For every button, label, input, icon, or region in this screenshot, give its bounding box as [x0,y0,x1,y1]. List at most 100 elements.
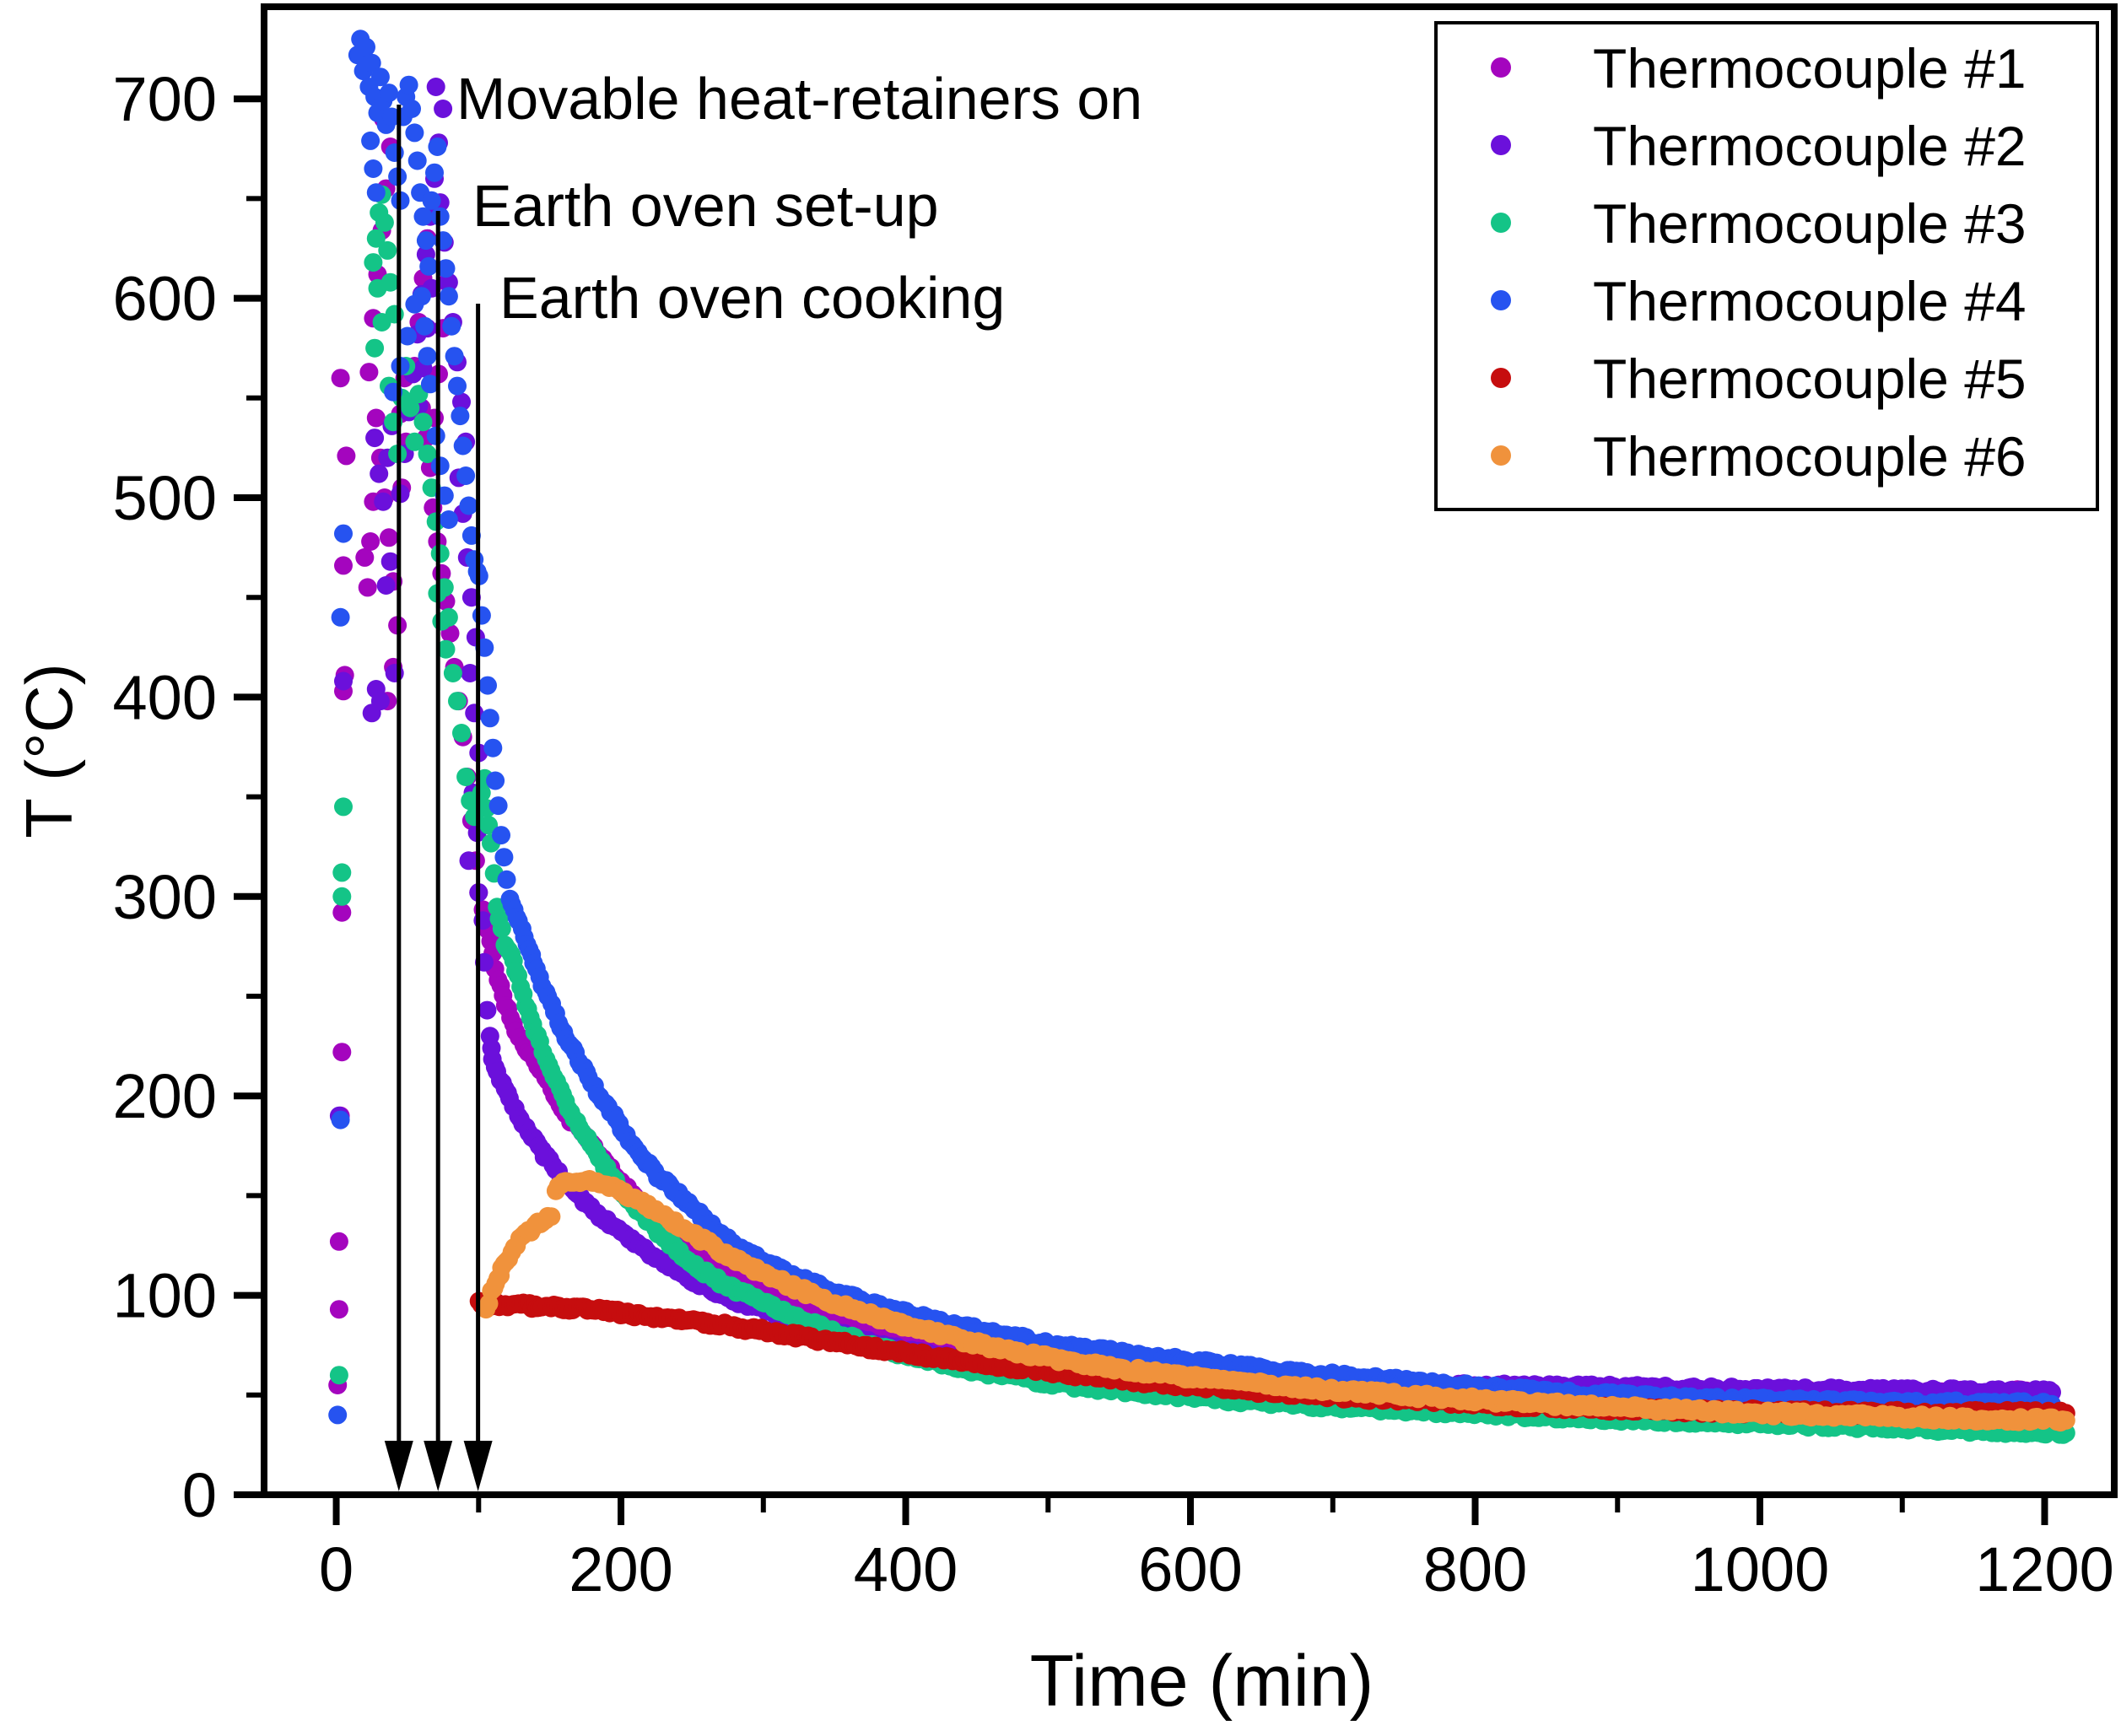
legend-label-thermocouple-5: Thermocouple #5 [1593,348,2027,410]
data-point [397,326,417,346]
data-point [402,100,421,118]
data-point [434,100,453,118]
legend-marker-thermocouple-5 [1491,368,1511,388]
data-point [478,1000,497,1020]
annotation-arrowhead-icon [424,1441,453,1491]
data-point [331,607,350,627]
data-point [331,1110,350,1129]
data-point [385,664,404,682]
legend-marker-thermocouple-4 [1491,290,1511,310]
legend-label-thermocouple-6: Thermocouple #6 [1593,425,2027,488]
data-point [332,903,352,922]
x-tick-label: 600 [1138,1534,1242,1604]
data-point [365,338,385,358]
data-point [451,407,470,426]
data-point [329,1300,348,1319]
data-point [419,256,439,276]
series-thermocouple-6 [477,1170,2075,1432]
y-tick-label: 300 [113,862,217,932]
data-point [399,75,418,94]
x-tick-label: 800 [1423,1534,1527,1604]
data-point [439,287,458,306]
data-point [370,67,390,87]
legend-label-thermocouple-4: Thermocouple #4 [1593,270,2027,332]
y-tick-label: 0 [182,1460,217,1530]
legend-entry-thermocouple-1: Thermocouple #1 [1491,37,2027,100]
data-point [365,429,385,448]
data-point [355,547,375,567]
data-point [452,392,471,412]
annotation-label: Earth oven set-up [472,173,939,239]
data-point [456,768,476,786]
data-point [359,363,379,382]
data-point [426,426,445,445]
x-axis-title: Time (min) [1030,1641,1374,1722]
data-point [461,664,480,682]
data-point [334,556,353,575]
annotation-label: Earth oven cooking [499,265,1005,331]
data-point [332,863,352,882]
data-point [385,143,404,162]
data-point [364,159,383,178]
y-tick-label: 100 [113,1261,217,1331]
data-point [452,724,471,742]
data-point [418,445,437,463]
data-point [492,919,511,938]
data-point [480,709,499,728]
data-point [488,796,508,816]
data-point [401,398,420,418]
annotation-oven-setup: Earth oven set-up [424,173,939,1491]
data-point [459,851,478,871]
data-point [329,1366,348,1385]
data-point [442,316,461,336]
data-point [358,578,377,597]
data-point [459,496,478,515]
data-point [374,492,393,511]
data-point [436,639,456,659]
data-point [407,151,427,170]
data-point [385,305,404,324]
data-point [497,870,516,889]
data-point [370,692,390,711]
data-point [334,671,353,691]
annotation-oven-cooking: Earth oven cooking [463,265,1005,1491]
data-point [370,464,389,483]
data-point [492,826,510,845]
legend-label-thermocouple-3: Thermocouple #3 [1593,192,2027,255]
data-point [422,191,441,210]
data-point [2056,1410,2075,1430]
data-point [361,532,380,551]
data-point [416,231,435,251]
data-point [366,229,386,248]
data-point [443,664,462,682]
data-point [465,704,484,723]
y-tick-label: 600 [113,264,217,334]
legend-entry-thermocouple-6: Thermocouple #6 [1491,425,2027,488]
data-point [486,771,505,790]
y-tick-label: 200 [113,1061,217,1131]
data-point [432,612,451,631]
data-point [478,676,497,695]
x-tick-label: 0 [319,1534,354,1604]
x-tick-label: 200 [569,1534,672,1604]
data-point [332,1043,352,1062]
data-point [332,887,352,906]
axis-tick-labels: 0 200 400 600 800 1000 1200 0 100 200 300 400 500 600… [113,64,2114,1604]
data-point [328,1405,348,1425]
x-tick-label: 1200 [1975,1534,2114,1604]
data-point [428,137,447,156]
data-point [456,466,476,485]
data-point [361,131,380,150]
data-point [453,436,472,456]
y-tick-label: 400 [113,662,217,732]
data-point [405,432,424,451]
data-point [439,510,458,529]
data-point [378,240,397,260]
data-point [364,253,383,272]
data-point [436,259,456,278]
data-point [366,408,386,428]
data-point [420,375,440,394]
data-point [357,37,375,57]
